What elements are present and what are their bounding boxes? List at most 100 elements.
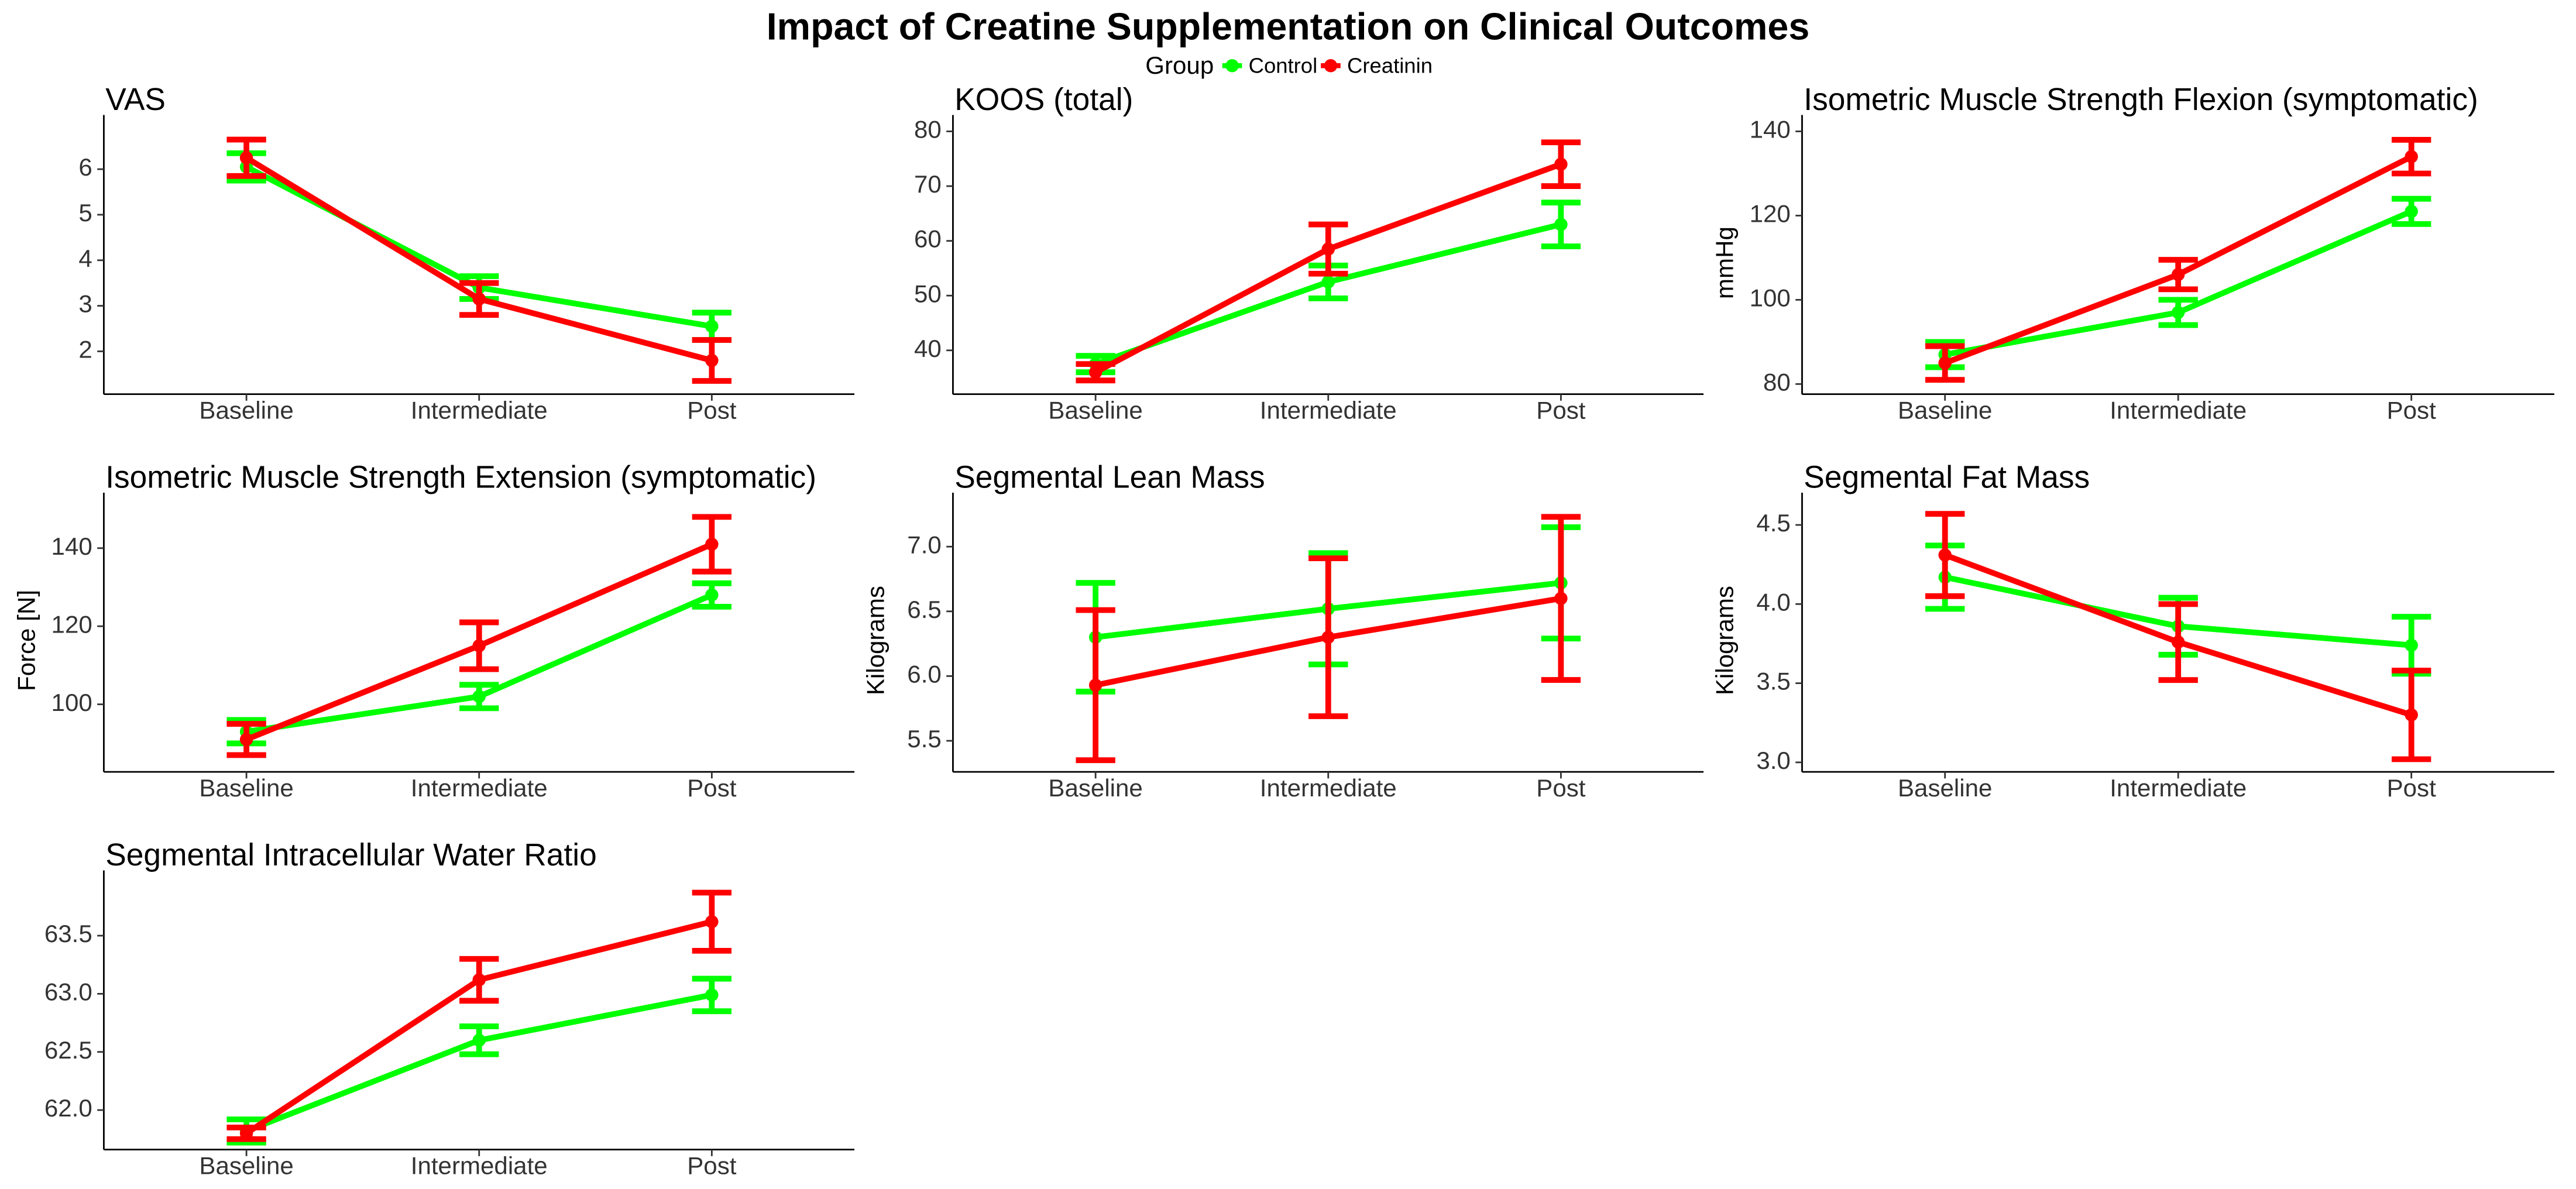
y-axis-label: Kilograms <box>1711 586 1738 695</box>
point <box>1321 242 1335 256</box>
x-tick-label: Intermediate <box>1260 397 1397 424</box>
point <box>239 1126 253 1140</box>
point <box>705 353 719 367</box>
point <box>472 973 486 987</box>
x-tick-label: Intermediate <box>411 1152 548 1180</box>
y-tick-label: 40 <box>914 335 942 362</box>
y-tick-label: 63.0 <box>44 978 92 1006</box>
x-tick-label: Intermediate <box>1260 774 1397 802</box>
point <box>2405 708 2418 721</box>
point <box>2405 638 2418 652</box>
y-tick-label: 3.0 <box>1756 747 1791 774</box>
y-tick-label: 140 <box>1750 116 1791 143</box>
y-axis-label: mmHg <box>1711 226 1738 299</box>
y-tick-label: 6 <box>78 153 92 181</box>
y-tick-label: 62.0 <box>44 1094 92 1122</box>
y-tick-label: 50 <box>914 280 942 307</box>
panel: Segmental Intracellular Water Ratio 62.0 6… <box>44 838 855 1180</box>
point <box>2405 150 2418 163</box>
y-tick-label: 80 <box>1763 368 1791 396</box>
point <box>2405 205 2418 218</box>
legend-title: Group <box>1145 51 1214 79</box>
point <box>1938 356 1952 370</box>
point <box>1554 218 1568 231</box>
y-tick-label: 5.5 <box>907 725 942 752</box>
legend-label: Creatinin <box>1347 54 1433 78</box>
point <box>705 588 719 602</box>
y-tick-label: 60 <box>914 225 942 253</box>
x-tick-label: Baseline <box>1898 774 1992 802</box>
series-line <box>245 992 713 1134</box>
panel: VAS 2 3 4 5 6 Baseline Intermediate Post <box>78 83 855 424</box>
y-tick-label: 63.5 <box>44 920 92 947</box>
panel: Segmental Fat Mass Kilograms 3.0 3.5 4.0 4.5 B… <box>1711 461 2554 802</box>
y-tick-label: 4.0 <box>1756 588 1791 616</box>
x-tick-label: Post <box>687 397 737 424</box>
page-title: Impact of Creatine Supplementation on Cl… <box>767 6 1809 48</box>
y-tick-label: 100 <box>1750 284 1791 312</box>
x-tick-label: Baseline <box>1048 774 1142 802</box>
y-tick-label: 6.0 <box>907 661 942 688</box>
panel: Isometric Muscle Strength Flexion (sympt… <box>1711 83 2554 424</box>
point <box>1321 275 1335 289</box>
y-tick-label: 120 <box>51 610 92 638</box>
x-tick-label: Baseline <box>1048 397 1142 424</box>
point <box>472 639 486 652</box>
panel-title: VAS <box>105 83 166 117</box>
point <box>1088 678 1102 692</box>
point <box>472 1033 486 1047</box>
y-tick-label: 3 <box>78 290 92 318</box>
panel-title: Segmental Fat Mass <box>1804 461 2090 495</box>
x-tick-label: Baseline <box>1898 397 1992 424</box>
x-tick-label: Post <box>687 1152 737 1180</box>
point <box>1554 157 1568 171</box>
series-line <box>245 155 713 363</box>
panel: KOOS (total) 40 50 60 70 80 Baseline Intermedia… <box>914 83 1704 424</box>
legend-label: Control <box>1249 54 1318 78</box>
y-tick-label: 80 <box>914 116 942 143</box>
panel-title: Isometric Muscle Strength Flexion (sympt… <box>1804 83 2478 117</box>
panel: Isometric Muscle Strength Extension (sym… <box>12 461 855 802</box>
x-tick-label: Post <box>687 774 737 802</box>
x-tick-label: Intermediate <box>411 774 548 802</box>
y-tick-label: 4 <box>78 245 92 272</box>
point <box>239 151 253 164</box>
x-tick-label: Baseline <box>199 397 293 424</box>
point <box>1938 548 1952 562</box>
point <box>472 690 486 703</box>
point <box>1554 592 1568 605</box>
y-tick-label: 62.5 <box>44 1036 92 1064</box>
y-tick-label: 100 <box>51 689 92 716</box>
point <box>472 292 486 306</box>
point <box>705 537 719 551</box>
x-tick-label: Post <box>2387 774 2437 802</box>
legend-entry: Control <box>1222 54 1317 78</box>
panel: Segmental Lean Mass Kilograms 5.5 6.0 6.5 7.0… <box>861 461 1704 802</box>
y-tick-label: 2 <box>78 336 92 363</box>
x-tick-label: Baseline <box>199 774 293 802</box>
y-tick-label: 7.0 <box>907 531 942 558</box>
y-tick-label: 70 <box>914 170 942 198</box>
x-tick-label: Intermediate <box>411 397 548 424</box>
y-tick-label: 4.5 <box>1756 509 1791 537</box>
panel-title: KOOS (total) <box>954 83 1133 117</box>
y-tick-label: 120 <box>1750 200 1791 228</box>
point <box>705 988 719 1002</box>
x-tick-label: Post <box>1536 774 1586 802</box>
panel-title: Segmental Lean Mass <box>954 461 1265 495</box>
point <box>1321 630 1335 644</box>
x-tick-label: Intermediate <box>2110 774 2247 802</box>
y-tick-label: 6.5 <box>907 596 942 623</box>
point <box>2171 635 2185 649</box>
x-tick-label: Post <box>1536 397 1586 424</box>
y-axis-label: Kilograms <box>861 586 889 695</box>
point <box>705 915 719 929</box>
y-tick-label: 3.5 <box>1756 668 1791 695</box>
y-tick-label: 5 <box>78 199 92 226</box>
point <box>2171 267 2185 281</box>
y-axis-label: Force [N] <box>12 590 40 691</box>
point <box>2171 305 2185 319</box>
legend-entry: Creatinin <box>1321 54 1433 78</box>
panel-title: Isometric Muscle Strength Extension (sym… <box>105 461 816 495</box>
